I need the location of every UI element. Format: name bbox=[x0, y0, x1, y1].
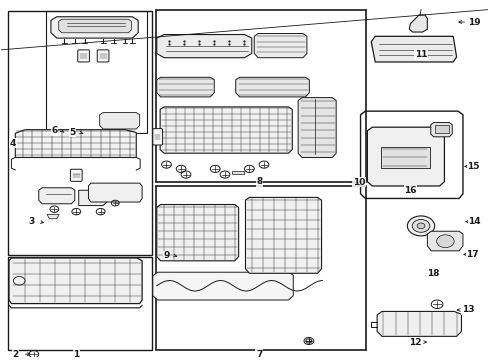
Text: 5: 5 bbox=[70, 128, 76, 137]
Bar bbox=[8, 257, 152, 350]
Polygon shape bbox=[88, 183, 142, 202]
Bar bbox=[380, 147, 429, 168]
FancyBboxPatch shape bbox=[153, 129, 162, 145]
Text: 2: 2 bbox=[12, 350, 19, 359]
Text: 16: 16 bbox=[403, 186, 416, 195]
FancyBboxPatch shape bbox=[97, 50, 109, 62]
Text: 8: 8 bbox=[256, 177, 262, 186]
Circle shape bbox=[407, 216, 434, 236]
Polygon shape bbox=[47, 215, 59, 219]
Text: 10: 10 bbox=[352, 178, 365, 187]
Text: 7: 7 bbox=[255, 350, 262, 359]
Polygon shape bbox=[100, 113, 140, 129]
Polygon shape bbox=[366, 127, 444, 186]
Polygon shape bbox=[39, 188, 75, 204]
Polygon shape bbox=[376, 311, 461, 336]
Polygon shape bbox=[235, 77, 309, 97]
Polygon shape bbox=[157, 204, 238, 261]
Text: 18: 18 bbox=[427, 270, 439, 279]
Text: 19: 19 bbox=[468, 18, 480, 27]
Text: 13: 13 bbox=[461, 306, 473, 315]
Text: 9: 9 bbox=[163, 251, 169, 260]
Bar bbox=[156, 10, 366, 183]
Text: 3: 3 bbox=[28, 217, 35, 226]
Bar bbox=[434, 125, 448, 133]
Text: 6: 6 bbox=[51, 126, 57, 135]
Circle shape bbox=[411, 220, 429, 232]
Polygon shape bbox=[59, 19, 131, 33]
Polygon shape bbox=[15, 130, 136, 157]
Polygon shape bbox=[298, 98, 335, 157]
Circle shape bbox=[416, 223, 424, 229]
Bar bbox=[156, 186, 366, 350]
Polygon shape bbox=[157, 77, 214, 97]
FancyBboxPatch shape bbox=[70, 169, 82, 181]
Circle shape bbox=[436, 235, 453, 248]
Polygon shape bbox=[51, 17, 138, 38]
Text: 14: 14 bbox=[468, 217, 480, 226]
Polygon shape bbox=[79, 190, 107, 206]
Polygon shape bbox=[157, 35, 251, 58]
Text: 1: 1 bbox=[73, 350, 79, 359]
Bar bbox=[8, 12, 152, 256]
Polygon shape bbox=[427, 231, 462, 251]
Text: 17: 17 bbox=[466, 250, 478, 259]
Text: 15: 15 bbox=[467, 162, 479, 171]
Polygon shape bbox=[408, 15, 427, 32]
Polygon shape bbox=[254, 33, 306, 58]
Text: 12: 12 bbox=[408, 338, 421, 347]
FancyBboxPatch shape bbox=[78, 50, 89, 62]
Polygon shape bbox=[245, 197, 321, 273]
Polygon shape bbox=[430, 122, 451, 137]
Text: 4: 4 bbox=[10, 139, 16, 148]
Bar bbox=[45, 12, 147, 132]
Polygon shape bbox=[153, 272, 293, 300]
Text: 11: 11 bbox=[414, 50, 427, 59]
Polygon shape bbox=[160, 107, 292, 153]
Polygon shape bbox=[232, 171, 243, 174]
Polygon shape bbox=[370, 36, 456, 62]
Polygon shape bbox=[9, 258, 142, 303]
